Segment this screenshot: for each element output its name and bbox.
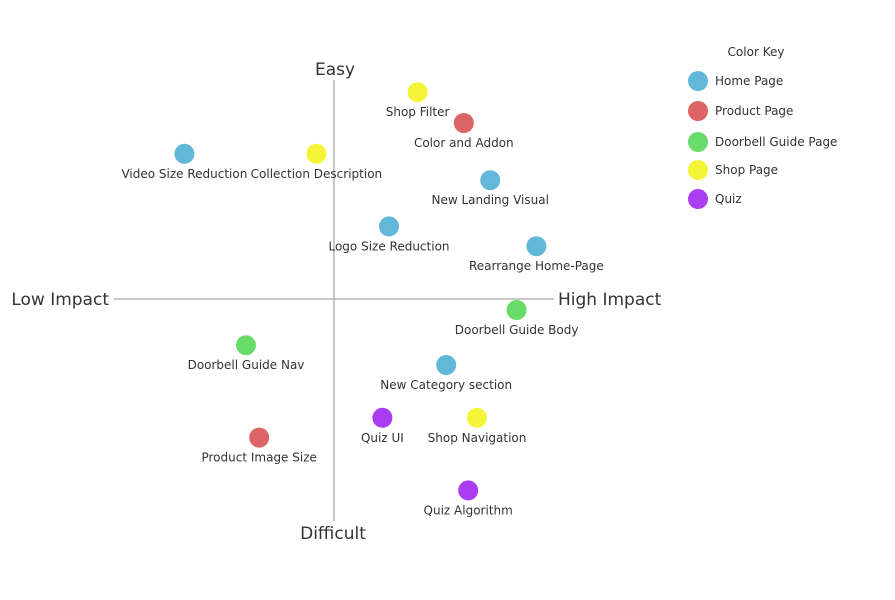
axis-label-easy: Easy bbox=[315, 60, 355, 80]
legend-swatch-doorbell bbox=[688, 132, 708, 152]
point-label: Doorbell Guide Nav bbox=[188, 358, 305, 372]
scatter-point bbox=[526, 236, 547, 257]
legend-label-shop: Shop Page bbox=[715, 163, 778, 177]
point-label: Doorbell Guide Body bbox=[455, 323, 579, 337]
legend-title: Color Key bbox=[728, 45, 785, 59]
point-label: New Category section bbox=[380, 378, 512, 392]
legend-swatch-quiz bbox=[688, 189, 708, 209]
point-label: Video Size Reduction bbox=[121, 167, 247, 181]
scatter-point bbox=[249, 427, 270, 448]
point-label: Color and Addon bbox=[414, 136, 514, 150]
point-label: Collection Description bbox=[251, 167, 383, 181]
scatter-point bbox=[506, 300, 527, 320]
scatter-point bbox=[453, 113, 474, 133]
scatter-point bbox=[379, 216, 399, 237]
scatter-point bbox=[174, 143, 195, 164]
point-label: Shop Navigation bbox=[428, 431, 527, 445]
point-label: Rearrange Home-Page bbox=[469, 259, 604, 273]
axis-label-difficult: Difficult bbox=[300, 524, 366, 544]
point-label: New Landing Visual bbox=[431, 193, 548, 207]
legend-swatch-home bbox=[688, 71, 708, 91]
axis-label-low-impact: Low Impact bbox=[11, 290, 109, 310]
scatter-point bbox=[436, 355, 457, 375]
scatter-point bbox=[236, 335, 256, 356]
point-label: Quiz UI bbox=[361, 431, 404, 445]
legend-swatch-product bbox=[688, 101, 708, 121]
scatter-point bbox=[407, 82, 428, 103]
legend-label-doorbell: Doorbell Guide Page bbox=[715, 135, 837, 149]
legend: Color Key Home Page Product Page Doorbell … bbox=[688, 45, 837, 209]
legend-swatch-shop bbox=[688, 160, 708, 180]
scatter-point bbox=[372, 407, 393, 428]
legend-label-product: Product Page bbox=[715, 104, 793, 118]
data-points: Shop Filter Color and Addon Video Size Red… bbox=[121, 82, 604, 517]
point-label: Shop Filter bbox=[386, 105, 450, 119]
scatter-point bbox=[458, 480, 479, 501]
point-label: Logo Size Reduction bbox=[328, 239, 449, 253]
scatter-point bbox=[306, 143, 327, 164]
point-label: Product Image Size bbox=[201, 451, 316, 465]
legend-label-quiz: Quiz bbox=[715, 192, 742, 206]
scatter-point bbox=[467, 407, 487, 428]
axis-label-high-impact: High Impact bbox=[558, 290, 662, 310]
legend-label-home: Home Page bbox=[715, 74, 783, 88]
point-label: Quiz Algorithm bbox=[424, 503, 513, 517]
scatter-point bbox=[480, 170, 501, 191]
legend-entries: Home Page Product Page Doorbell Guide Page… bbox=[688, 71, 837, 209]
